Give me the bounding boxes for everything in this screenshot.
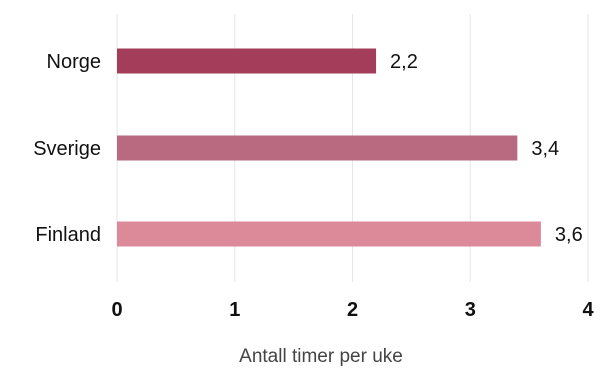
category-label: Sverige [33, 138, 101, 160]
category-label: Norge [47, 51, 101, 73]
x-tick-label: 2 [347, 299, 358, 321]
x-axis-title: Antall timer per uke [239, 346, 403, 367]
x-tick-label: 3 [465, 299, 476, 321]
x-tick-labels: 0 1 2 3 4 [111, 299, 594, 321]
bars [117, 48, 541, 247]
value-labels: 2,2 3,4 3,6 [390, 51, 583, 246]
category-labels: Norge Sverige Finland [33, 51, 101, 246]
value-label: 3,4 [531, 138, 559, 160]
value-label: 3,6 [555, 224, 583, 246]
x-tick-label: 0 [111, 299, 122, 321]
x-tick-label: 4 [582, 299, 594, 321]
bar-norge [117, 48, 377, 74]
category-label: Finland [35, 224, 101, 246]
value-label: 2,2 [390, 51, 418, 73]
bar-sverige [117, 135, 518, 161]
bar-finland [117, 221, 541, 247]
x-tick-label: 1 [229, 299, 240, 321]
